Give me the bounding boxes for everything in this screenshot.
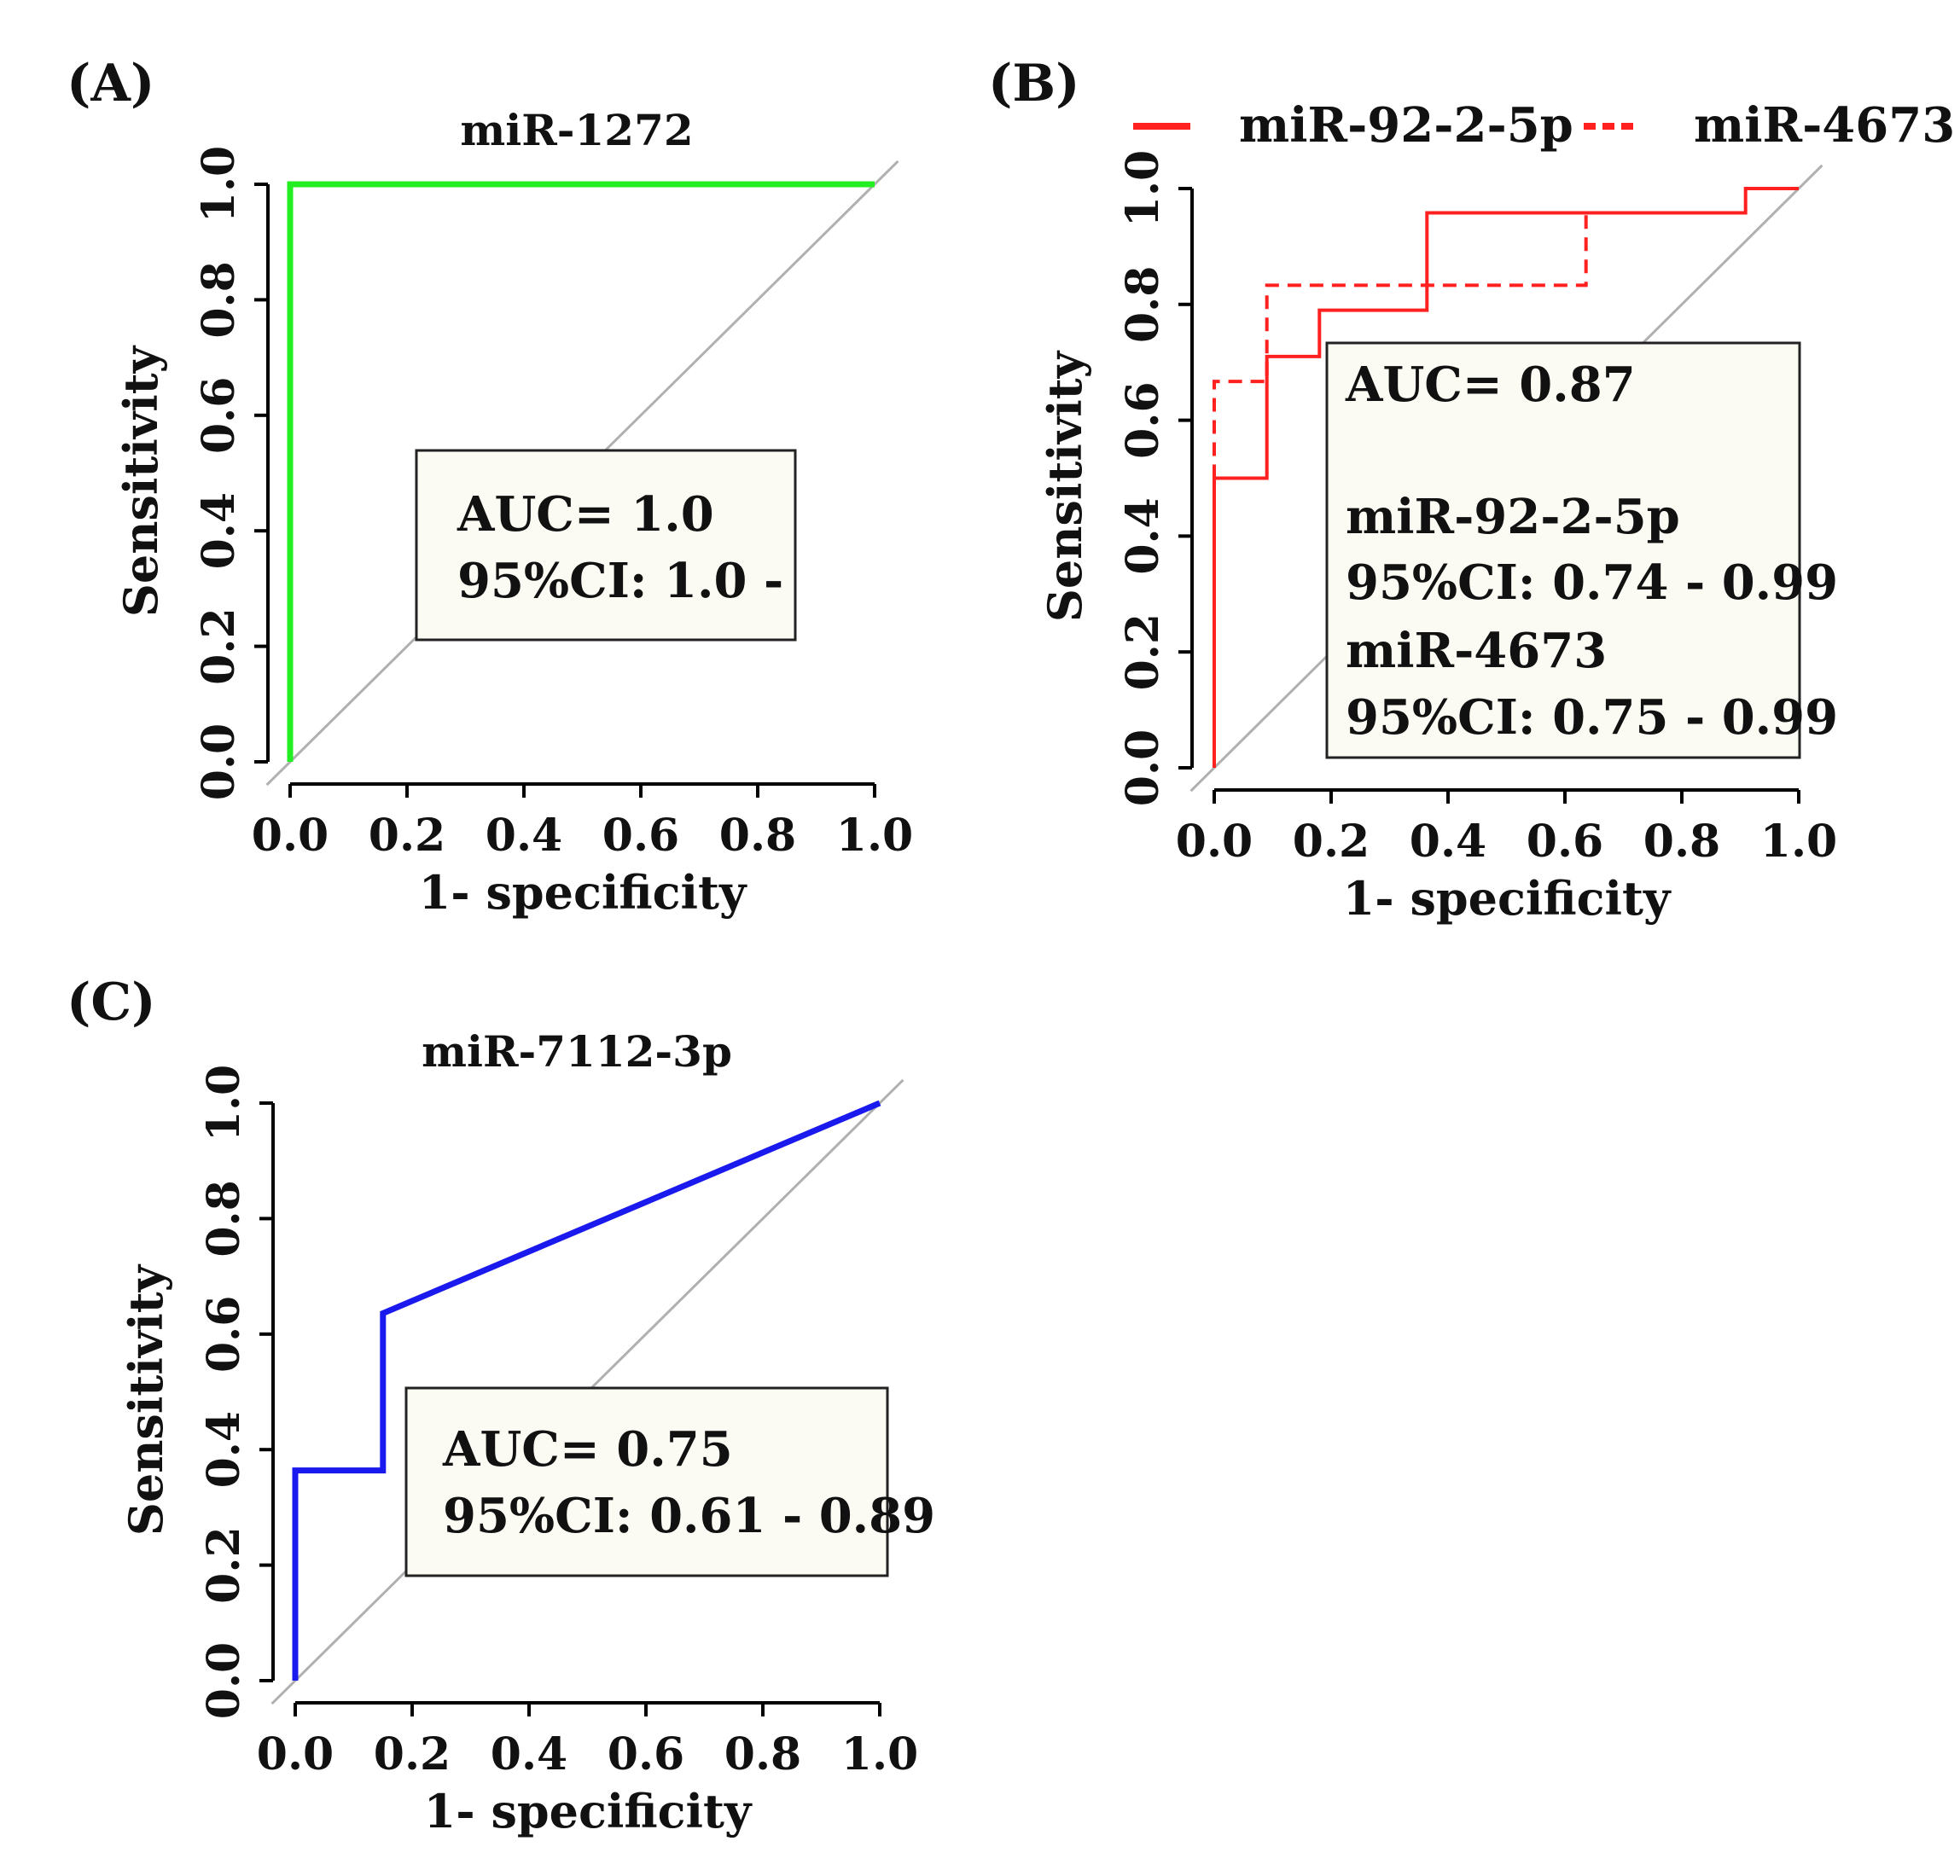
stats-text: 95%CI: 1.0 -	[457, 553, 783, 609]
y-tick-label: 1.0	[193, 146, 245, 223]
y-axis-label: Sensitivity	[1038, 350, 1092, 622]
y-axis-label: Sensitivity	[113, 345, 168, 617]
x-tick-label: 0.8	[724, 1728, 801, 1780]
x-tick-label: 1.0	[1760, 816, 1837, 868]
stats-text: 95%CI: 0.74 - 0.99	[1346, 555, 1838, 611]
y-tick-label: 0.4	[193, 492, 245, 569]
x-tick-label: 0.8	[1643, 816, 1720, 868]
y-tick-label: 0.4	[1117, 497, 1169, 574]
legend: miR-92-2-5p miR-4673	[1133, 97, 1955, 154]
y-tick-label: 0.6	[198, 1296, 250, 1373]
y-tick-label: 0.8	[198, 1180, 250, 1257]
roc-curve-mir-92-2-5p	[1213, 187, 1799, 768]
x-tick-label: 0.0	[257, 1728, 334, 1780]
y-tick-label: 0.8	[193, 261, 245, 338]
stats-text: miR-92-2-5p	[1346, 489, 1680, 545]
x-tick-label: 0.4	[1410, 816, 1486, 868]
stats-box: AUC= 0.75 95%CI: 0.61 - 0.89	[404, 1386, 935, 1577]
x-axis-label: 1- specificity	[419, 865, 747, 920]
y-tick-label: 1.0	[198, 1065, 250, 1141]
x-tick-label: 0.6	[608, 1728, 684, 1780]
panel-label: (A)	[67, 54, 154, 113]
chart-title: miR-7112-3p	[422, 1026, 732, 1077]
y-tick-label: 0.6	[193, 377, 245, 454]
x-tick-label: 0.2	[1293, 816, 1370, 868]
y-tick-label: 0.2	[1117, 613, 1169, 690]
x-tick-label: 0.8	[719, 810, 796, 862]
y-tick-label: 0.2	[198, 1526, 250, 1603]
chart-title: miR-1272	[460, 105, 693, 155]
x-tick-label: 1.0	[836, 810, 913, 862]
legend-label: miR-4673	[1694, 97, 1955, 154]
x-tick-label: 0.6	[1527, 816, 1603, 868]
stats-text: 95%CI: 0.61 - 0.89	[443, 1488, 935, 1544]
stats-box-frame	[415, 449, 797, 642]
y-tick-label: 0.0	[198, 1642, 250, 1719]
x-tick-label: 0.0	[1176, 816, 1253, 868]
stats-text: miR-4673	[1346, 623, 1607, 679]
y-tick-label: 0.6	[1117, 381, 1169, 458]
y-tick-label: 0.2	[193, 607, 245, 684]
stats-text: AUC= 0.75	[442, 1421, 733, 1478]
y-axis-label: Sensitivity	[119, 1263, 173, 1536]
roc-panel-c: (C) miR-7112-3p 0.0 0.2 0.4 0.6 0.8 1.0 0.0 0.2 0.…	[67, 973, 935, 1838]
roc-curve-mir-4673	[1213, 211, 1746, 479]
x-tick-label: 1.0	[841, 1728, 918, 1780]
stats-text: AUC= 0.87	[1345, 357, 1636, 413]
roc-panel-b: (B) 0.0 0.2 0.4 0.6 0.8 1.0 0.0 0.2 0.4 0.6 0.8 1.0 1…	[988, 54, 1955, 926]
roc-curve-mir-7112-3p	[292, 1100, 881, 1681]
roc-curve-mir-1272	[287, 181, 875, 762]
stats-box-frame	[404, 1386, 889, 1577]
stats-box-frame	[1325, 341, 1801, 759]
stats-box: AUC= 1.0 95%CI: 1.0 -	[415, 449, 797, 642]
stats-box: AUC= 0.87 miR-92-2-5p 95%CI: 0.74 - 0.99 mi…	[1325, 341, 1838, 759]
x-axis-label: 1- specificity	[424, 1784, 753, 1838]
x-tick-label: 0.6	[602, 810, 679, 862]
x-tick-label: 0.4	[491, 1728, 567, 1780]
x-tick-label: 0.0	[252, 810, 329, 862]
y-tick-label: 0.0	[193, 723, 245, 800]
stats-text: 95%CI: 0.75 - 0.99	[1346, 689, 1838, 746]
y-tick-label: 0.4	[198, 1411, 250, 1488]
stats-text: AUC= 1.0	[457, 486, 714, 543]
x-tick-label: 0.2	[374, 1728, 451, 1780]
panel-label: (B)	[988, 54, 1080, 113]
y-tick-label: 0.0	[1117, 729, 1169, 806]
roc-panel-a: (A) miR-1272 0.0 0.2 0.4 0.6 0.8 1.0 0.0 0.2 0.4 0.…	[67, 54, 913, 920]
x-axis-label: 1- specificity	[1343, 871, 1672, 926]
legend-label: miR-92-2-5p	[1239, 97, 1573, 154]
x-tick-label: 0.2	[369, 810, 445, 862]
y-tick-label: 0.8	[1117, 266, 1169, 343]
x-tick-label: 0.4	[486, 810, 562, 862]
y-tick-label: 1.0	[1117, 150, 1169, 227]
panel-label: (C)	[67, 973, 156, 1032]
